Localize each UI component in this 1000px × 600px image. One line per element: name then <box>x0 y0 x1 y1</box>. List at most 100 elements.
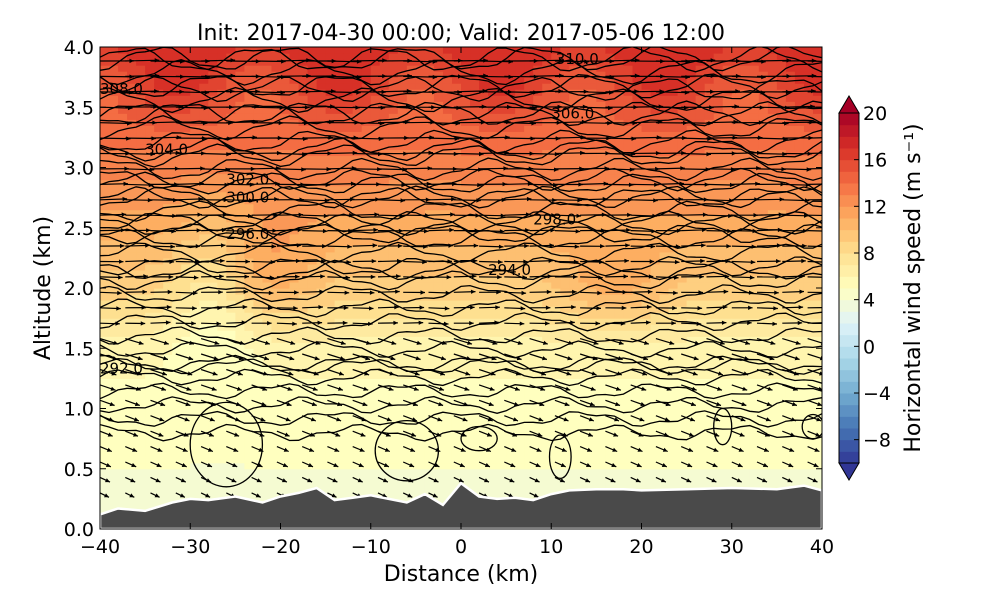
field-cell <box>397 342 408 349</box>
field-cell <box>415 167 426 175</box>
field-cell <box>235 384 246 392</box>
field-cell <box>334 275 345 283</box>
field-cell <box>614 137 625 144</box>
field-cell <box>190 77 200 84</box>
field-cell <box>226 348 236 355</box>
field-cell <box>388 372 399 379</box>
field-cell <box>632 468 643 476</box>
field-cell <box>461 294 471 301</box>
field-cell <box>244 426 255 434</box>
field-cell <box>253 438 264 446</box>
field-cell <box>181 191 191 199</box>
field-cell <box>226 420 236 428</box>
field-cell <box>352 71 363 78</box>
field-cell <box>316 462 327 470</box>
field-cell <box>488 330 498 337</box>
field-cell <box>370 275 381 283</box>
field-cell <box>605 197 616 205</box>
field-cell <box>127 53 137 60</box>
field-cell <box>442 83 453 90</box>
field-cell <box>461 269 471 277</box>
field-cell <box>100 390 110 398</box>
field-cell <box>506 432 516 440</box>
field-cell <box>208 185 218 193</box>
field-cell <box>361 227 372 235</box>
field-cell <box>145 354 155 361</box>
field-cell <box>596 149 606 157</box>
field-cell <box>271 59 282 66</box>
field-cell <box>506 47 516 54</box>
field-cell <box>334 191 345 199</box>
field-cell <box>262 113 273 120</box>
field-cell <box>370 59 381 66</box>
field-cell <box>650 324 661 331</box>
field-cell <box>659 372 670 379</box>
field-cell <box>479 438 489 446</box>
field-cell <box>271 396 282 404</box>
field-cell <box>154 83 164 90</box>
field-cell <box>109 251 119 259</box>
field-cell <box>271 492 282 500</box>
field-cell <box>488 366 498 373</box>
field-cell <box>551 354 561 361</box>
field-cell <box>208 137 218 144</box>
field-cell <box>271 468 282 476</box>
field-cell <box>109 185 119 193</box>
field-cell <box>461 300 471 307</box>
field-cell <box>596 444 606 452</box>
field-cell <box>442 221 453 229</box>
field-cell <box>307 408 318 416</box>
field-cell <box>533 390 543 398</box>
field-cell <box>190 143 200 151</box>
field-cell <box>569 354 579 361</box>
field-cell <box>596 450 606 458</box>
field-cell <box>145 161 155 169</box>
field-cell <box>650 263 661 271</box>
field-cell <box>578 125 588 132</box>
field-cell <box>605 161 616 169</box>
field-cell <box>415 360 426 367</box>
field-cell <box>406 83 417 90</box>
field-cell <box>289 227 300 235</box>
field-cell <box>614 480 625 488</box>
field-cell <box>506 372 516 379</box>
field-cell <box>587 372 597 379</box>
field-cell <box>235 306 246 313</box>
field-cell <box>451 137 462 144</box>
field-cell <box>244 312 255 319</box>
field-cell <box>226 107 236 114</box>
field-cell <box>641 185 652 193</box>
field-cell <box>244 83 255 90</box>
field-cell <box>181 474 191 482</box>
field-cell <box>379 432 390 440</box>
field-cell <box>479 402 489 410</box>
field-cell <box>217 432 227 440</box>
field-cell <box>262 366 273 373</box>
field-cell <box>172 390 182 398</box>
field-cell <box>515 161 525 169</box>
field-cell <box>352 173 363 181</box>
field-cell <box>271 107 282 114</box>
field-cell <box>154 71 164 78</box>
field-cell <box>388 360 399 367</box>
field-cell <box>172 306 182 313</box>
field-cell <box>361 474 372 482</box>
field-cell <box>488 275 498 283</box>
field-cell <box>136 342 146 349</box>
field-cell <box>650 143 661 151</box>
field-cell <box>163 95 173 102</box>
field-cell <box>578 456 588 464</box>
field-cell <box>551 330 561 337</box>
field-cell <box>109 137 119 144</box>
field-cell <box>641 143 652 151</box>
field-cell <box>118 251 128 259</box>
field-cell <box>451 101 462 108</box>
field-cell <box>262 257 273 265</box>
field-cell <box>352 197 363 205</box>
field-cell <box>334 366 345 373</box>
field-cell <box>244 402 255 410</box>
field-cell <box>524 221 534 229</box>
field-cell <box>334 245 345 253</box>
field-cell <box>596 179 606 187</box>
field-cell <box>650 119 661 126</box>
